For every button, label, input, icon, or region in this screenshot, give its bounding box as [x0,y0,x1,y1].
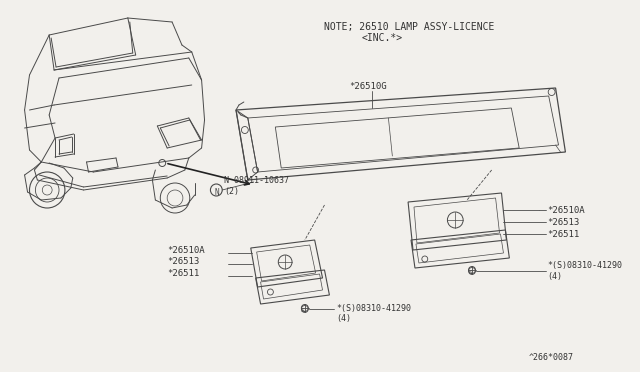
Text: *26511: *26511 [167,269,200,278]
Text: *26511: *26511 [548,230,580,238]
Text: ^266*0087: ^266*0087 [529,353,574,362]
Text: NOTE; 26510 LAMP ASSY-LICENCE: NOTE; 26510 LAMP ASSY-LICENCE [324,22,495,32]
Text: S: S [468,270,472,276]
Text: *(S)08310-41290
(4): *(S)08310-41290 (4) [336,304,412,323]
Text: *26513: *26513 [167,257,200,266]
Text: *26510A: *26510A [167,246,205,254]
Text: *26510A: *26510A [548,205,586,215]
Text: *26510G: *26510G [349,82,387,91]
Text: N: N [214,188,219,197]
Text: <INC.*>: <INC.*> [362,33,403,43]
Text: *(S)08310-41290
(4): *(S)08310-41290 (4) [548,261,623,281]
Text: *26513: *26513 [548,218,580,227]
Text: N 08911-10637
(2): N 08911-10637 (2) [224,176,289,196]
Text: S: S [301,308,305,314]
